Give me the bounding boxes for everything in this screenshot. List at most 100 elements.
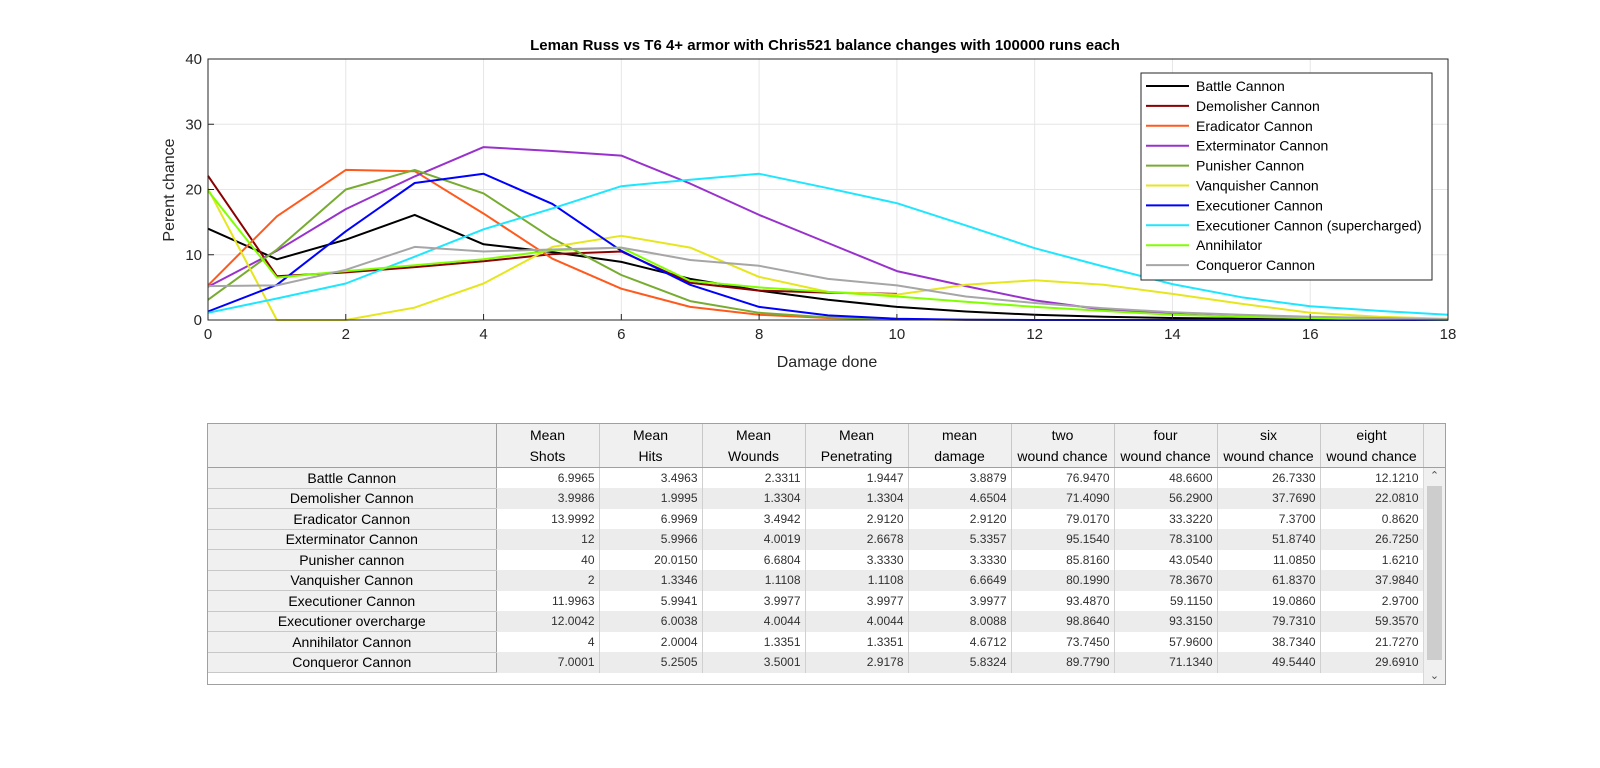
table-cell[interactable]: 11.9963 [496, 590, 600, 611]
table-cell[interactable]: 26.7250 [1320, 529, 1424, 550]
table-cell[interactable]: 1.9995 [599, 488, 703, 509]
table-cell[interactable]: 3.9986 [496, 488, 600, 509]
table-cell[interactable]: 93.4870 [1011, 590, 1115, 611]
column-header[interactable]: eight wound chance [1320, 424, 1424, 468]
table-cell[interactable]: 3.8879 [908, 467, 1012, 488]
table-cell[interactable]: 19.0860 [1217, 590, 1321, 611]
table-row[interactable]: Exterminator Cannon 12 5.9966 4.0019 2.6678 5… [208, 529, 1424, 550]
table-cell[interactable]: 3.5001 [702, 652, 806, 673]
table-cell[interactable]: 71.1340 [1114, 652, 1218, 673]
table-cell[interactable]: 12 [496, 529, 600, 550]
table-cell[interactable]: 2.9700 [1320, 590, 1424, 611]
table-cell[interactable]: 78.3670 [1114, 570, 1218, 591]
table-row[interactable]: Vanquisher Cannon 2 1.3346 1.1108 1.1108 6.66… [208, 570, 1424, 591]
table-vertical-scrollbar[interactable]: ⌃ ⌄ [1423, 468, 1445, 684]
table-cell[interactable]: 59.3570 [1320, 611, 1424, 632]
table-cell[interactable]: 29.6910 [1320, 652, 1424, 673]
table-cell[interactable]: 40 [496, 549, 600, 570]
table-cell[interactable]: 6.6804 [702, 549, 806, 570]
column-header[interactable]: two wound chance [1011, 424, 1115, 468]
table-cell[interactable]: 71.4090 [1011, 488, 1115, 509]
table-cell[interactable]: 12.0042 [496, 611, 600, 632]
table-cell[interactable]: 8.0088 [908, 611, 1012, 632]
table-row[interactable]: Executioner overcharge 12.0042 6.0038 4.004… [208, 611, 1424, 632]
table-cell[interactable]: 49.5440 [1217, 652, 1321, 673]
table-cell[interactable]: 89.7790 [1011, 652, 1115, 673]
table-cell[interactable]: 20.0150 [599, 549, 703, 570]
table-cell[interactable]: 4.0019 [702, 529, 806, 550]
table-cell[interactable]: 1.1108 [702, 570, 806, 591]
table-cell[interactable]: 2.6678 [805, 529, 909, 550]
table-cell[interactable]: 3.9977 [908, 590, 1012, 611]
table-row[interactable]: Conqueror Cannon 7.0001 5.2505 3.5001 2.9178… [208, 652, 1424, 673]
table-cell[interactable]: 5.2505 [599, 652, 703, 673]
table-cell[interactable]: 3.9977 [702, 590, 806, 611]
table-cell[interactable]: 79.7310 [1217, 611, 1321, 632]
table-row[interactable]: Punisher cannon 40 20.0150 6.6804 3.3330 3.33… [208, 549, 1424, 571]
table-cell[interactable]: 79.0170 [1011, 508, 1115, 529]
table-cell[interactable]: 1.3304 [702, 488, 806, 509]
table-cell[interactable]: 33.3220 [1114, 508, 1218, 529]
table-row[interactable]: Annihilator Cannon 4 2.0004 1.3351 1.3351 4.6… [208, 631, 1424, 653]
table-cell[interactable]: 21.7270 [1320, 631, 1424, 652]
table-cell[interactable]: 4.6504 [908, 488, 1012, 509]
table-cell[interactable]: 5.3357 [908, 529, 1012, 550]
table-cell[interactable]: 1.1108 [805, 570, 909, 591]
column-header[interactable]: Mean Shots [496, 424, 600, 468]
column-header[interactable]: Mean Wounds [702, 424, 806, 468]
scroll-down-arrow-icon[interactable]: ⌄ [1429, 670, 1440, 682]
table-cell[interactable]: 76.9470 [1011, 467, 1115, 488]
table-cell[interactable]: 1.3351 [702, 631, 806, 652]
table-cell[interactable]: 7.0001 [496, 652, 600, 673]
table-cell[interactable]: 98.8640 [1011, 611, 1115, 632]
table-cell[interactable]: 4.0044 [805, 611, 909, 632]
table-cell[interactable]: 51.8740 [1217, 529, 1321, 550]
table-cell[interactable]: 26.7330 [1217, 467, 1321, 488]
table-cell[interactable]: 22.0810 [1320, 488, 1424, 509]
table-cell[interactable]: 5.8324 [908, 652, 1012, 673]
table-cell[interactable]: 5.9941 [599, 590, 703, 611]
table-cell[interactable]: 73.7450 [1011, 631, 1115, 652]
table-cell[interactable]: 12.1210 [1320, 467, 1424, 488]
table-cell[interactable]: 80.1990 [1011, 570, 1115, 591]
table-cell[interactable]: 6.9965 [496, 467, 600, 488]
table-cell[interactable]: 3.3330 [805, 549, 909, 570]
column-header[interactable]: six wound chance [1217, 424, 1321, 468]
table-cell[interactable]: 2.9120 [805, 508, 909, 529]
table-cell[interactable]: 1.3351 [805, 631, 909, 652]
table-cell[interactable]: 3.9977 [805, 590, 909, 611]
column-header[interactable]: four wound chance [1114, 424, 1218, 468]
table-cell[interactable]: 3.4942 [702, 508, 806, 529]
table-cell[interactable]: 4 [496, 631, 600, 652]
table-cell[interactable]: 11.0850 [1217, 549, 1321, 570]
table-cell[interactable]: 1.3346 [599, 570, 703, 591]
table-cell[interactable]: 4.0044 [702, 611, 806, 632]
table-cell[interactable]: 61.8370 [1217, 570, 1321, 591]
table-cell[interactable]: 3.3330 [908, 549, 1012, 570]
table-cell[interactable]: 5.9966 [599, 529, 703, 550]
scroll-up-arrow-icon[interactable]: ⌃ [1429, 470, 1440, 482]
column-header[interactable]: Mean Hits [599, 424, 703, 468]
table-cell[interactable]: 1.3304 [805, 488, 909, 509]
table-cell[interactable]: 56.2900 [1114, 488, 1218, 509]
table-cell[interactable]: 59.1150 [1114, 590, 1218, 611]
table-cell[interactable]: 2.0004 [599, 631, 703, 652]
table-cell[interactable]: 57.9600 [1114, 631, 1218, 652]
table-row[interactable]: Eradicator Cannon 13.9992 6.9969 3.4942 2.91… [208, 508, 1424, 530]
table-cell[interactable]: 13.9992 [496, 508, 600, 529]
table-cell[interactable]: 95.1540 [1011, 529, 1115, 550]
column-header[interactable]: mean damage [908, 424, 1012, 468]
table-cell[interactable]: 2.9120 [908, 508, 1012, 529]
table-cell[interactable]: 4.6712 [908, 631, 1012, 652]
table-cell[interactable]: 1.9447 [805, 467, 909, 488]
scroll-thumb[interactable] [1427, 486, 1442, 660]
table-cell[interactable]: 0.8620 [1320, 508, 1424, 529]
table-cell[interactable]: 2 [496, 570, 600, 591]
table-cell[interactable]: 6.0038 [599, 611, 703, 632]
table-cell[interactable]: 85.8160 [1011, 549, 1115, 570]
table-cell[interactable]: 2.3311 [702, 467, 806, 488]
table-cell[interactable]: 6.6649 [908, 570, 1012, 591]
table-row[interactable]: Demolisher Cannon 3.9986 1.9995 1.3304 1.330… [208, 488, 1424, 509]
column-header[interactable]: Mean Penetrating [805, 424, 909, 468]
table-row[interactable]: Battle Cannon 6.9965 3.4963 2.3311 1.9447 3.8… [208, 467, 1424, 489]
